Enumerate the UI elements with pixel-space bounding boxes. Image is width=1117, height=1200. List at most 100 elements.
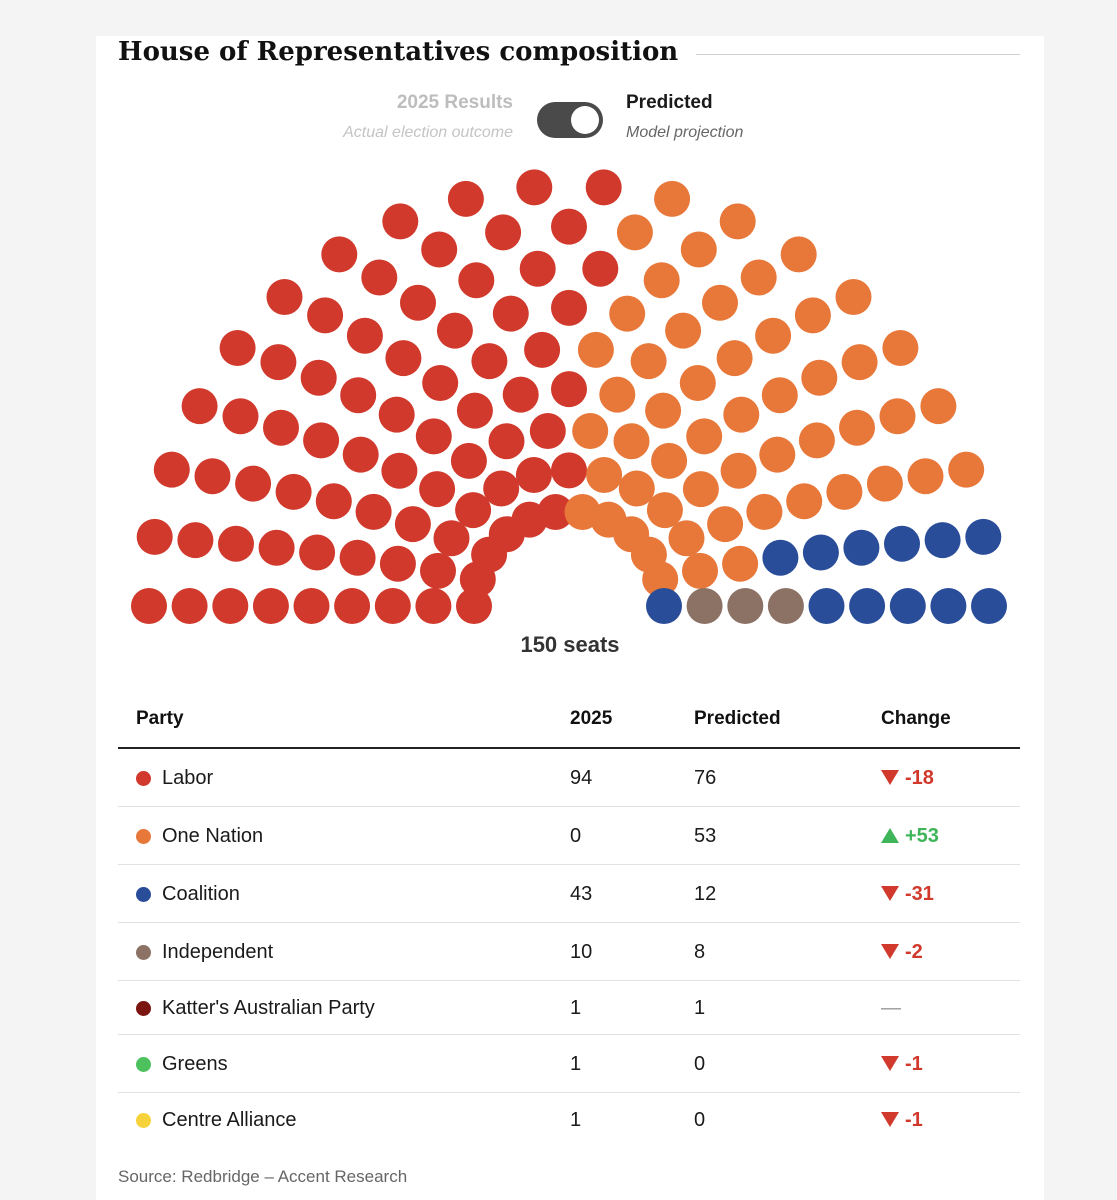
seat-labor [307, 297, 344, 334]
party-color-dot [136, 1057, 151, 1072]
seat-one-nation [835, 279, 872, 315]
up-arrow-icon [881, 828, 899, 843]
seat-labor [177, 522, 214, 559]
seats-2025: 1 [570, 997, 582, 1019]
change-text: +53 [905, 825, 939, 847]
seats-predicted: 53 [694, 825, 717, 847]
change-value: -1 [881, 1052, 923, 1076]
table-row: Centre Alliance 1 0 -1 [118, 1093, 1020, 1146]
seat-labor [447, 180, 484, 217]
toggle-option-predicted[interactable]: Predicted Model projection [626, 92, 743, 142]
change-text: -1 [905, 1109, 923, 1131]
seats-predicted: 8 [694, 941, 706, 963]
seat-labor [551, 289, 587, 326]
seats-2025: 1 [570, 1109, 582, 1131]
title-rule [696, 53, 1020, 55]
seat-one-nation [740, 259, 777, 296]
seat-labor [131, 588, 167, 624]
seat-labor [258, 529, 295, 566]
seat-labor [551, 208, 587, 245]
seat-labor [582, 250, 619, 287]
seat-coalition [843, 529, 880, 566]
down-arrow-icon [881, 1056, 899, 1071]
seat-one-nation [618, 470, 655, 507]
seat-labor [551, 371, 587, 408]
seats-2025: 1 [570, 1053, 582, 1075]
seat-coalition [802, 534, 839, 571]
table-row: Coalition 43 12 -31 [118, 865, 1020, 923]
seat-labor [300, 359, 337, 396]
seat-labor [275, 473, 312, 510]
seat-one-nation [722, 545, 759, 582]
seat-labor [471, 343, 508, 380]
seat-coalition [930, 588, 967, 624]
seat-labor [219, 330, 256, 366]
toggle-option-2025-results[interactable]: 2025 Results Actual election outcome [343, 92, 513, 142]
seat-labor [340, 377, 377, 414]
table-row: Labor 94 76 -18 [118, 749, 1020, 807]
seat-one-nation [920, 388, 957, 425]
header-party: Party [136, 708, 184, 729]
seat-one-nation [645, 392, 682, 429]
seat-labor [315, 483, 352, 520]
table-row: Greens 1 0 -1 [118, 1035, 1020, 1093]
change-value: -18 [881, 766, 934, 790]
seat-one-nation [746, 493, 783, 530]
seats-2025: 94 [570, 767, 593, 789]
seat-labor [346, 317, 383, 354]
seat-one-nation [682, 552, 718, 589]
seat-one-nation [755, 317, 792, 354]
toggle-left-sublabel: Actual election outcome [343, 124, 513, 141]
seats-2025: 10 [570, 941, 593, 963]
seat-labor [266, 279, 303, 315]
seat-labor [382, 203, 419, 240]
hemicycle-chart [131, 169, 1007, 624]
party-color-dot [136, 945, 151, 960]
chart-header: House of Representatives composition [118, 30, 1020, 74]
change-value: — [881, 996, 901, 1020]
seat-one-nation [716, 340, 753, 377]
seat-one-nation [866, 465, 903, 502]
seat-one-nation [668, 520, 705, 557]
seat-labor [361, 259, 398, 296]
seat-labor [450, 442, 487, 479]
party-table: Party 2025 Predicted Change Labor 94 76 -18… [118, 690, 1020, 1146]
seats-predicted: 0 [694, 1053, 706, 1075]
seat-labor [181, 388, 218, 425]
seat-one-nation [665, 312, 702, 349]
seat-one-nation [651, 442, 688, 479]
seat-labor [537, 494, 574, 530]
seat-labor [136, 518, 173, 555]
seat-one-nation [801, 359, 838, 396]
seat-labor [321, 236, 358, 273]
change-value: -31 [881, 882, 934, 906]
party-name: One Nation [162, 825, 264, 847]
party-name: Independent [162, 941, 274, 963]
seat-one-nation [599, 376, 636, 413]
seat-labor [222, 398, 259, 435]
toggle-left-label: 2025 Results [396, 92, 513, 113]
seat-one-nation [780, 236, 817, 273]
seat-one-nation [686, 418, 723, 455]
seat-independent [767, 588, 804, 624]
seat-one-nation [907, 458, 944, 495]
seat-labor [293, 588, 330, 624]
seats-predicted: 12 [694, 883, 717, 905]
seat-one-nation [646, 492, 683, 529]
seat-labor [456, 588, 492, 624]
seat-independent [727, 588, 764, 624]
seat-one-nation [786, 483, 823, 520]
seat-labor [378, 396, 415, 433]
table-header: Party 2025 Predicted Change [118, 690, 1020, 749]
seat-labor [492, 295, 529, 332]
results-predicted-toggle[interactable] [537, 102, 603, 138]
party-name: Coalition [162, 883, 240, 905]
seat-coalition [884, 525, 920, 562]
seat-one-nation [794, 297, 831, 334]
seat-one-nation [839, 409, 875, 446]
seat-labor [488, 423, 525, 460]
header-2025: 2025 [570, 708, 613, 729]
party-color-dot [136, 1001, 151, 1016]
seat-labor [235, 465, 272, 502]
change-text: -1 [905, 1053, 923, 1075]
